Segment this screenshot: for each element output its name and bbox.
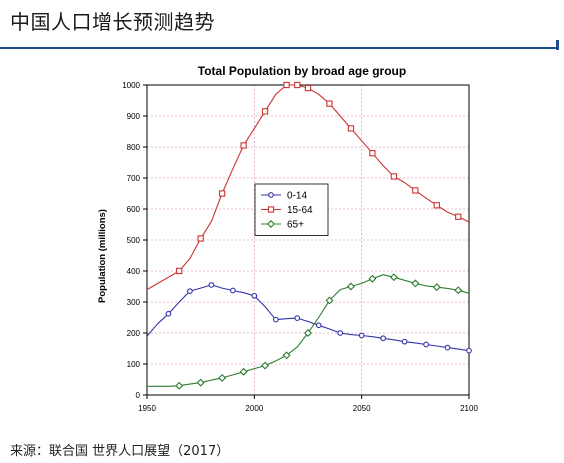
data-point-65 [239,367,248,376]
legend-label-15-64: 15-64 [287,205,313,216]
y-tick-label: 500 [127,236,141,245]
title-underline-end [556,40,559,50]
x-tick-label: 1950 [138,404,156,413]
y-tick-label: 100 [127,360,141,369]
data-point-65 [368,274,377,283]
data-point-15-64 [433,202,440,209]
x-tick-label: 2050 [353,404,371,413]
legend-label-0-14: 0-14 [287,191,307,202]
data-point-15-64 [197,235,204,242]
data-point-15-64 [218,190,226,197]
data-point-65 [175,381,184,390]
data-point-0-14 [187,288,193,294]
data-point-65 [454,286,463,295]
data-point-15-64 [294,81,301,89]
data-point-15-64 [240,142,247,149]
y-tick-label: 1000 [122,81,140,90]
data-point-0-14 [466,347,472,354]
x-tick-label: 2100 [460,404,478,413]
population-chart: Total Population by broad age group Popu… [80,62,480,422]
data-point-65 [261,361,270,370]
data-point-15-64 [326,100,333,107]
data-point-0-14 [337,330,344,336]
data-point-0-14 [315,322,322,329]
x-tick-label: 2000 [245,404,263,413]
data-point-0-14 [358,332,365,339]
y-tick-label: 400 [127,267,141,276]
data-point-0-14 [294,315,301,321]
y-tick-label: 700 [127,174,141,183]
axis-ticks: 1950 2000 2050 2100 0 100 200 300 400 500 600 700 80… [122,81,478,413]
series-line-0-14 [146,284,470,352]
legend: 0-14 15-64 65+ [254,183,329,236]
legend-marker-0-14 [268,192,274,198]
series-0-14 [146,282,472,354]
data-point-0-14 [208,282,215,288]
population-chart-svg: Total Population by broad age group Popu… [97,64,478,413]
data-point-0-14 [423,341,429,348]
chart-title: Total Population by broad age group [198,64,406,78]
data-point-65 [282,351,291,360]
data-point-65 [389,273,398,282]
data-point-0-14 [251,292,258,299]
data-point-0-14 [272,316,279,323]
y-axis-label: Population (millions) [97,209,108,303]
data-point-65 [432,283,441,292]
slide-title: 中国人口增长预测趋势 [10,10,215,34]
data-point-15-64 [412,187,419,194]
data-point-15-64 [304,84,312,92]
data-point-15-64 [283,81,290,89]
source-note: 来源：联合国 世界人口展望（2017） [10,444,230,459]
data-point-65 [196,378,205,387]
y-tick-label: 800 [127,143,141,152]
data-point-0-14 [380,335,386,342]
grid-lines [146,84,470,396]
data-point-15-64 [390,173,398,180]
data-point-0-14 [401,338,408,345]
legend-label-65: 65+ [287,220,304,231]
y-tick-label: 200 [127,329,141,338]
y-tick-label: 0 [136,391,141,400]
data-point-15-64 [455,213,462,220]
data-point-65 [411,279,420,288]
data-point-65 [346,282,355,291]
data-point-15-64 [347,125,355,132]
y-tick-label: 600 [127,205,141,214]
data-point-0-14 [230,287,236,294]
y-tick-label: 300 [127,298,141,307]
series-lines [146,81,472,390]
data-point-65 [218,373,227,382]
series-65 [147,273,470,390]
series-15-64 [146,81,470,291]
y-tick-label: 900 [127,112,141,121]
data-point-0-14 [444,344,451,351]
legend-marker-15-64 [267,206,275,213]
data-point-15-64 [261,108,269,115]
legend-marker-65 [267,220,275,228]
data-point-65 [325,296,334,305]
data-point-15-64 [369,150,376,157]
data-point-15-64 [176,267,183,275]
title-underline [0,47,556,49]
data-point-0-14 [165,310,172,317]
data-point-65 [304,329,312,337]
